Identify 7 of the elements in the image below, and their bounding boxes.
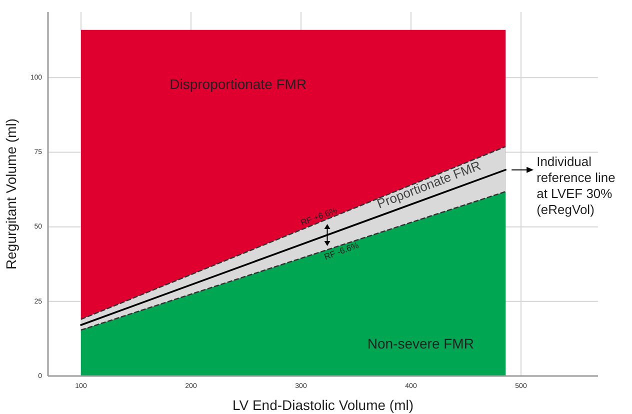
series-label: Disproportionate FMR	[170, 76, 307, 92]
series-label: Non-severe FMR	[367, 335, 474, 352]
annotation: RF -6.6%	[322, 240, 360, 262]
x-axis-title: LV End-Diastolic Volume (ml)	[232, 397, 414, 413]
annotation: RF +6.6%	[299, 204, 339, 228]
y-axis-title: Regurgitant Volume (ml)	[3, 118, 19, 270]
annotation: Individual reference line at LVEF 30% (eRegVol)	[536, 154, 616, 217]
